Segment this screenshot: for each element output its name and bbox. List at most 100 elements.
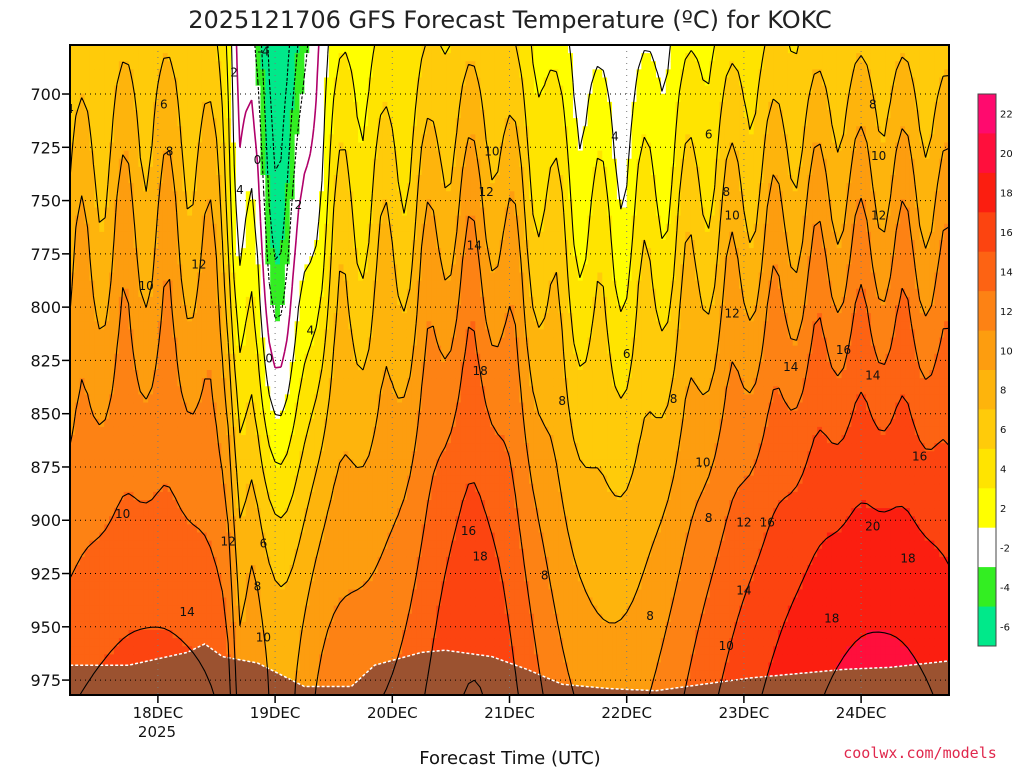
temperature-cell bbox=[348, 256, 354, 265]
temperature-cell bbox=[260, 378, 266, 387]
temperature-cell bbox=[70, 313, 76, 322]
temperature-cell bbox=[358, 158, 364, 168]
temperature-cell bbox=[187, 45, 193, 54]
temperature-cell bbox=[84, 175, 91, 184]
temperature-cell bbox=[70, 418, 76, 428]
temperature-cell bbox=[338, 589, 345, 599]
temperature-cell bbox=[279, 638, 286, 647]
temperature-cell bbox=[372, 240, 379, 249]
temperature-cell bbox=[284, 207, 291, 217]
temperature-cell bbox=[94, 77, 100, 87]
temperature-cell bbox=[304, 475, 310, 485]
temperature-cell bbox=[167, 565, 174, 574]
temperature-cell bbox=[294, 158, 301, 168]
temperature-cell bbox=[270, 386, 276, 395]
temperature-cell bbox=[294, 61, 301, 70]
temperature-cell bbox=[143, 378, 149, 387]
temperature-cell bbox=[113, 435, 120, 444]
temperature-cell bbox=[74, 418, 81, 428]
temperature-cell bbox=[172, 118, 179, 127]
temperature-cell bbox=[314, 288, 320, 298]
temperature-cell bbox=[314, 467, 320, 477]
temperature-cell bbox=[231, 61, 237, 70]
temperature-cell bbox=[270, 581, 276, 590]
temperature-cell bbox=[79, 654, 86, 664]
temperature-cell bbox=[211, 240, 218, 249]
temperature-cell bbox=[240, 69, 247, 79]
temperature-cell bbox=[328, 45, 335, 54]
temperature-cell bbox=[284, 305, 291, 314]
temperature-cell bbox=[338, 305, 345, 314]
temperature-cell bbox=[284, 410, 291, 420]
temperature-cell bbox=[358, 256, 364, 265]
temperature-cell bbox=[148, 313, 154, 322]
temperature-cell bbox=[353, 345, 359, 355]
temperature-cell bbox=[314, 101, 320, 111]
temperature-cell bbox=[138, 524, 144, 534]
temperature-cell bbox=[309, 248, 315, 257]
temperature-cell bbox=[328, 53, 335, 62]
temperature-cell bbox=[79, 394, 86, 404]
temperature-cell bbox=[192, 500, 198, 509]
temperature-cell bbox=[319, 654, 325, 664]
temperature-cell bbox=[118, 191, 125, 200]
temperature-cell bbox=[250, 378, 257, 387]
temperature-cell bbox=[284, 321, 291, 330]
temperature-cell bbox=[84, 540, 91, 550]
temperature-cell bbox=[338, 264, 345, 274]
temperature-cell bbox=[338, 85, 345, 95]
temperature-cell bbox=[162, 93, 169, 103]
temperature-cell bbox=[138, 85, 144, 95]
temperature-cell bbox=[196, 353, 203, 363]
temperature-cell bbox=[275, 158, 281, 168]
temperature-cell bbox=[104, 548, 110, 558]
temperature-cell bbox=[104, 361, 110, 371]
temperature-cell bbox=[172, 175, 179, 184]
temperature-cell bbox=[304, 467, 310, 477]
temperature-cell bbox=[314, 337, 320, 347]
temperature-cell bbox=[260, 597, 266, 607]
temperature-cell bbox=[333, 321, 340, 330]
temperature-cell bbox=[172, 613, 179, 623]
temperature-cell bbox=[319, 93, 325, 103]
temperature-cell bbox=[299, 175, 305, 184]
temperature-cell bbox=[109, 191, 115, 200]
temperature-cell bbox=[113, 361, 120, 371]
temperature-cell bbox=[299, 256, 305, 265]
temperature-cell bbox=[221, 45, 227, 54]
temperature-cell bbox=[250, 630, 257, 639]
temperature-cell bbox=[162, 345, 169, 355]
temperature-cell bbox=[167, 118, 174, 127]
temperature-cell bbox=[275, 638, 281, 647]
temperature-cell bbox=[187, 321, 193, 330]
temperature-cell bbox=[270, 630, 276, 639]
temperature-cell bbox=[167, 394, 174, 404]
temperature-cell bbox=[216, 370, 222, 379]
temperature-cell bbox=[284, 605, 291, 615]
temperature-cell bbox=[172, 215, 179, 225]
temperature-cell bbox=[250, 337, 257, 347]
temperature-cell bbox=[123, 516, 130, 525]
temperature-cell bbox=[84, 313, 91, 322]
temperature-cell bbox=[338, 508, 345, 517]
temperature-cell bbox=[343, 630, 349, 639]
temperature-cell bbox=[353, 483, 359, 493]
temperature-cell bbox=[294, 646, 301, 655]
temperature-cell bbox=[314, 240, 320, 249]
temperature-cell bbox=[167, 548, 174, 558]
temperature-cell bbox=[133, 508, 139, 517]
temperature-cell bbox=[226, 280, 232, 290]
temperature-cell bbox=[143, 223, 149, 233]
temperature-cell bbox=[148, 467, 154, 477]
temperature-cell bbox=[363, 556, 369, 566]
temperature-cell bbox=[245, 150, 252, 160]
temperature-cell bbox=[192, 321, 198, 330]
temperature-cell bbox=[84, 353, 91, 363]
temperature-cell bbox=[84, 556, 91, 566]
temperature-cell bbox=[275, 150, 281, 160]
temperature-cell bbox=[206, 223, 213, 233]
temperature-cell bbox=[250, 418, 257, 428]
temperature-cell bbox=[255, 329, 262, 339]
temperature-cell bbox=[367, 378, 374, 387]
temperature-cell bbox=[309, 678, 315, 688]
